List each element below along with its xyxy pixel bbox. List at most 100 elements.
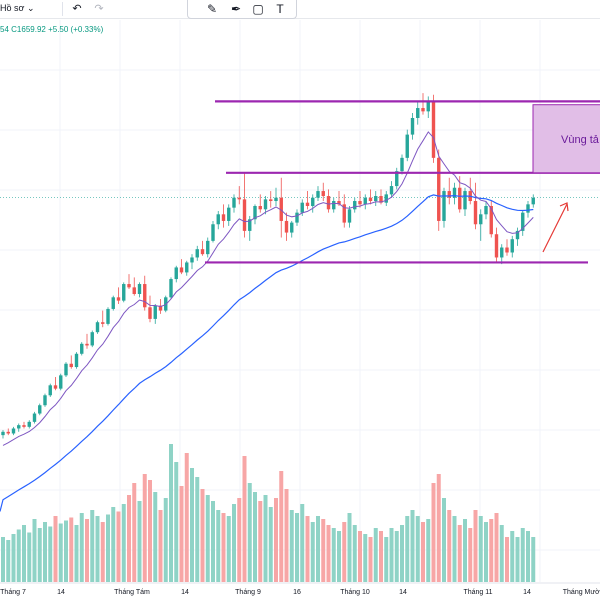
volume-bar	[463, 519, 467, 582]
candle-body	[43, 395, 47, 406]
time-axis-label: Tháng 7	[0, 589, 26, 596]
volume-bar	[363, 534, 368, 582]
text-icon[interactable]: T	[276, 2, 284, 16]
candle-body	[132, 287, 136, 294]
time-axis-label: Tháng Mười	[563, 589, 600, 596]
candle-body	[38, 405, 42, 414]
volume-bar	[158, 510, 163, 582]
time-axis-label: 16	[293, 589, 301, 596]
volume-bar	[442, 498, 446, 582]
candle-body	[263, 199, 268, 210]
candle-body	[143, 284, 147, 308]
candle-body	[269, 199, 273, 202]
volume-bar	[405, 516, 410, 582]
candle-body	[473, 201, 478, 225]
volume-bar	[163, 498, 168, 582]
volume-bar	[69, 517, 74, 582]
candle-body	[237, 197, 241, 200]
candle-body	[206, 240, 210, 255]
candle-body	[526, 204, 530, 213]
volume-bar	[37, 528, 42, 582]
volume-bar	[127, 495, 131, 582]
candle-body	[174, 267, 178, 280]
pen-icon[interactable]: ✒	[230, 2, 242, 16]
candle-body	[332, 201, 336, 210]
volume-bar	[447, 510, 452, 582]
chevron-down-icon: ⌄	[26, 3, 35, 13]
trend-arrow-line[interactable]	[542, 203, 568, 253]
volume-bar	[132, 483, 137, 582]
candle-body	[463, 191, 467, 210]
undo-icon[interactable]: ↶	[72, 3, 82, 15]
candle-body	[284, 220, 289, 233]
volume-bar	[347, 513, 352, 582]
volume-bar	[111, 507, 116, 582]
volume-bar	[274, 498, 278, 582]
volume-bar	[310, 522, 315, 582]
candle-body	[494, 234, 499, 258]
volume-bar	[22, 525, 26, 582]
ma-long-line	[0, 194, 534, 512]
redo-icon[interactable]: ↷	[94, 3, 104, 15]
candle-body	[321, 191, 325, 197]
candle-body	[227, 207, 231, 221]
candle-body	[64, 363, 68, 376]
candle-body	[479, 214, 483, 225]
candle-body	[158, 305, 163, 311]
volume-bar	[457, 525, 462, 582]
candle-body	[447, 191, 451, 198]
volume-bar	[242, 456, 247, 582]
volume-bar	[342, 522, 347, 582]
candle-body	[374, 196, 378, 202]
volume-bar	[410, 510, 415, 582]
volume-bar	[505, 537, 509, 582]
trend-arrow-head	[559, 202, 569, 212]
candle-body	[431, 101, 436, 158]
volume-bar	[305, 516, 310, 582]
volume-bar	[284, 489, 289, 582]
candle-body	[400, 157, 404, 172]
candle-body	[127, 284, 131, 288]
rectangle-icon[interactable]: ▢	[252, 2, 264, 16]
candle-body	[32, 413, 37, 422]
candle-body	[27, 421, 31, 427]
candle-body	[1, 431, 5, 436]
target-zone-box[interactable]	[532, 104, 600, 174]
volume-bar	[484, 522, 488, 582]
volume-bar	[116, 511, 121, 582]
volume-bar	[74, 525, 79, 582]
candle-body	[505, 247, 509, 253]
volume-bar	[148, 480, 152, 582]
candle-body	[200, 249, 205, 255]
candle-body	[437, 157, 441, 221]
volume-bar	[106, 514, 110, 582]
candle-body	[53, 385, 58, 389]
volume-bar	[400, 525, 404, 582]
candle-body	[101, 322, 105, 324]
candle-body	[22, 425, 26, 427]
candle-body	[416, 108, 420, 118]
candle-body	[363, 197, 367, 205]
candle-body	[484, 206, 488, 215]
candle-body	[74, 353, 79, 368]
profile-menu[interactable]: Hồ sơ ⌄	[0, 3, 34, 14]
time-axis-label: 14	[399, 589, 407, 596]
candle-body	[384, 194, 388, 203]
candle-body	[153, 305, 157, 319]
volume-bar	[137, 501, 142, 582]
candle-body	[358, 201, 362, 205]
volume-bar	[90, 510, 95, 582]
candle-body	[185, 262, 189, 273]
volume-bar	[279, 471, 284, 582]
candle-body	[190, 257, 194, 263]
candle-body	[389, 186, 394, 195]
legend-close: C1659.92	[11, 25, 46, 34]
candle-body	[500, 247, 504, 258]
volume-bar	[263, 495, 268, 582]
candle-body	[353, 201, 357, 210]
volume-bar	[247, 483, 252, 582]
brush-icon[interactable]: ✎	[206, 2, 218, 16]
volume-bar	[452, 516, 457, 582]
ohlc-legend: 54 C1659.92 +5.50 (+0.33%)	[0, 25, 103, 34]
